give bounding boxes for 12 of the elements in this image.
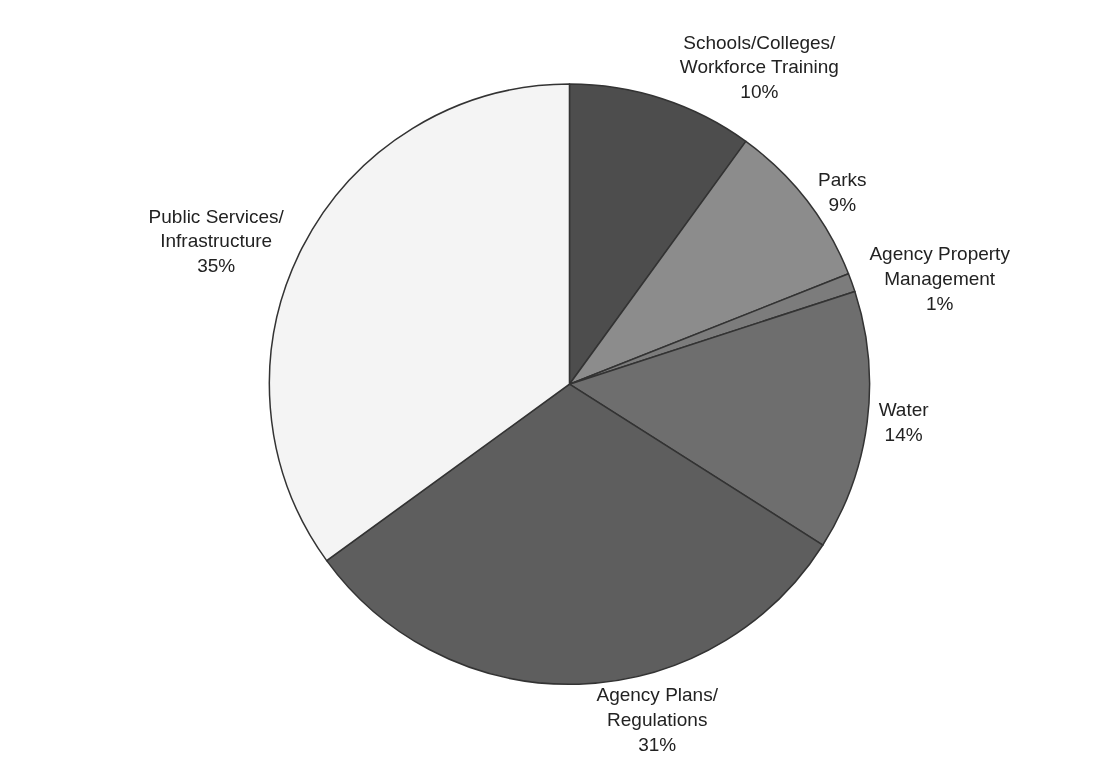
data-label: 14%	[884, 424, 923, 446]
slice-label: Parks	[818, 168, 867, 190]
data-label: 1%	[925, 292, 954, 314]
slice-label: Agency Plans/ Regulations	[596, 684, 719, 730]
data-label: 31%	[638, 733, 677, 755]
data-label: 10%	[740, 81, 779, 103]
data-label: 9%	[828, 193, 857, 215]
slice-label: Water	[878, 399, 930, 421]
slice-label: Public Services/ Infrastructure	[148, 205, 285, 252]
slice-label: Agency Property Management	[869, 243, 1011, 290]
data-label: 35%	[197, 254, 236, 276]
slice-label: Schools/Colleges/ Workforce Training	[679, 31, 839, 78]
